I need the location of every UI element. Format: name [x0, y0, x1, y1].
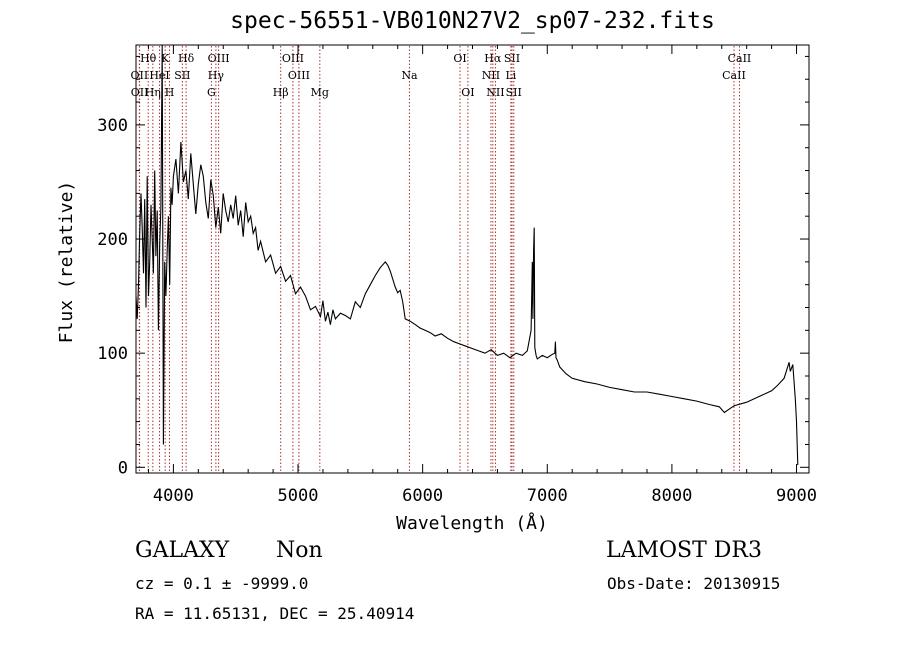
emission-line-label-22: SII: [504, 52, 520, 65]
emission-line-label-14: Hβ: [273, 86, 289, 99]
survey-name: LAMOST DR3: [606, 538, 762, 563]
y-axis-label: Flux (relative): [56, 181, 77, 344]
emission-line-label-21: NII: [486, 86, 504, 99]
emission-line-label-24: SII: [506, 86, 522, 99]
y-tick-label-0: 0: [118, 458, 128, 478]
emission-line-label-2: Hθ: [140, 52, 157, 65]
emission-line-label-8: SII: [174, 69, 190, 82]
x-tick-label-1: 5000: [278, 486, 319, 506]
emission-line-label-1: OII: [131, 86, 149, 99]
emission-line-label-23: Li: [505, 69, 516, 82]
emission-line-label-12: OIII: [282, 52, 304, 65]
x-tick-label-0: 4000: [153, 486, 194, 506]
emission-line-label-20: NII: [482, 69, 500, 82]
emission-line-label-9: OIII: [208, 52, 230, 65]
coordinates: RA = 11.65131, DEC = 25.40914: [135, 604, 415, 623]
spectrum-series: [135, 44, 799, 466]
emission-line-label-10: Hγ: [208, 69, 225, 82]
emission-line-label-13: OIII: [288, 69, 310, 82]
x-tick-label-5: 9000: [776, 486, 817, 506]
x-tick-label-4: 8000: [651, 486, 692, 506]
emission-line-label-5: K: [161, 52, 170, 65]
y-tick-label-2: 200: [97, 230, 128, 250]
x-axis-label: Wavelength (Å): [396, 512, 548, 534]
plot-frame: [135, 44, 810, 474]
x-axis: 4000 5000 6000 7000 8000 9000: [147, 45, 817, 506]
emission-line-label-11: G: [207, 86, 216, 99]
obs-date: Obs-Date: 20130915: [607, 574, 781, 593]
chart-title: spec-56551-VB010N27V2_sp07-232.fits: [230, 8, 715, 34]
emission-line-label-25: CaII: [728, 52, 752, 65]
emission-line-label-4: Hη: [145, 86, 161, 99]
object-class: GALAXY: [135, 538, 230, 563]
emission-line-label-19: Hα: [484, 52, 502, 65]
redshift-line: cz = 0.1 ± -9999.0: [135, 574, 309, 593]
emission-line-label-18: OI: [461, 86, 474, 99]
emission-line-label-17: OI: [453, 52, 466, 65]
x-tick-label-3: 7000: [527, 486, 568, 506]
emission-line-label-15: Mg: [311, 86, 329, 99]
emission-line-label-6: H: [165, 86, 175, 99]
emission-line-label-26: CaII: [722, 69, 746, 82]
y-axis: 0 100 200 300: [97, 55, 809, 478]
x-tick-label-2: 6000: [402, 486, 443, 506]
emission-line-label-16: Na: [401, 69, 418, 82]
y-tick-label-1: 100: [97, 344, 128, 364]
spectrum-line: [135, 44, 799, 466]
y-tick-label-3: 300: [97, 116, 128, 136]
object-subclass: Non: [276, 538, 323, 563]
emission-line-label-7: Hδ: [178, 52, 195, 65]
